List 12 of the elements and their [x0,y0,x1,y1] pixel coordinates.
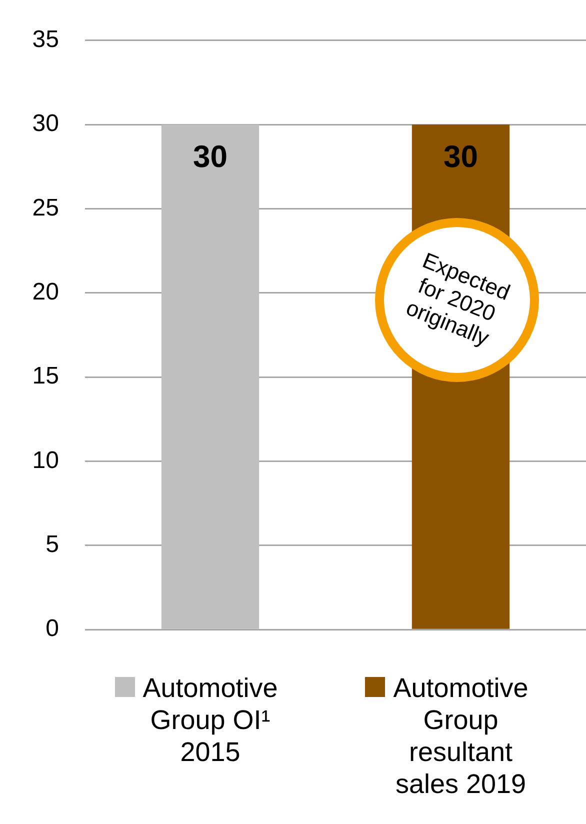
y-tick-label: 10 [32,446,59,474]
y-tick-label: 25 [32,194,59,222]
y-tick-label: 0 [46,615,59,642]
y-tick-label: 5 [46,531,59,558]
y-tick-label: 35 [32,26,59,54]
data-label: 30 [444,139,478,174]
y-tick-label: 30 [32,110,59,138]
y-tick-label: 15 [32,362,59,390]
data-label: 30 [193,139,228,174]
y-tick-label: 20 [32,278,59,306]
x-tick-label: Automotive Group OI¹ 2015 [142,673,278,767]
x-tick-label: Automotive Group resultant sales 2019 [393,673,528,799]
